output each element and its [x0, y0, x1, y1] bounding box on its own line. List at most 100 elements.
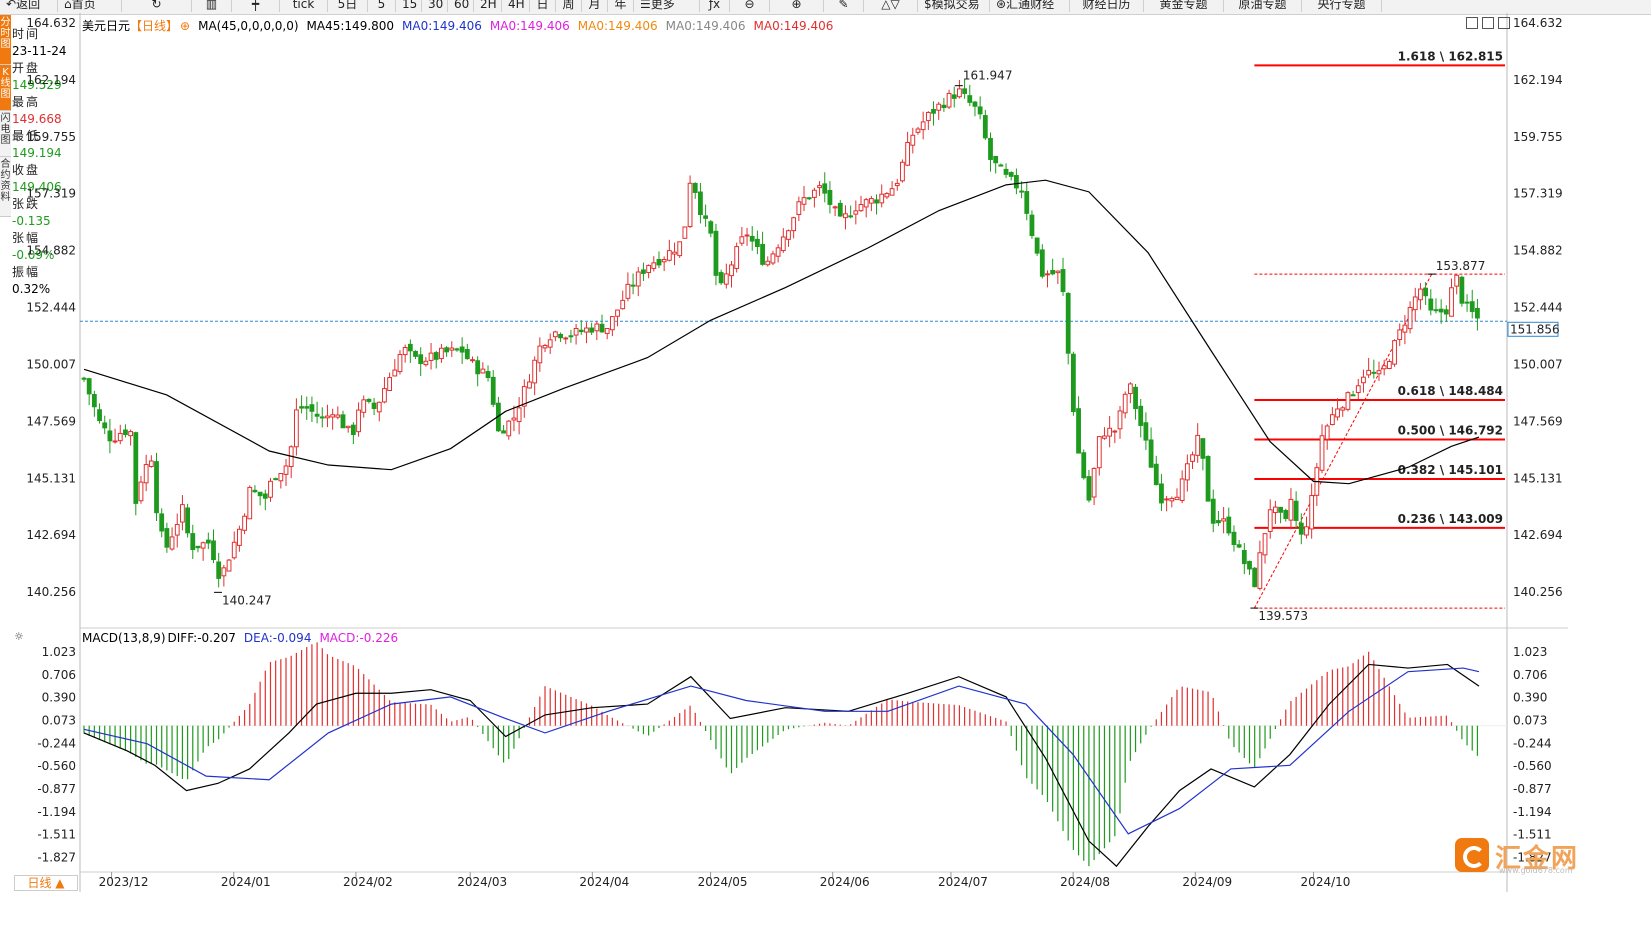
candle-up: [1381, 365, 1387, 370]
candle-up: [1329, 414, 1335, 426]
candle-up: [345, 425, 351, 429]
candle-down: [703, 215, 709, 219]
cb-topic-button[interactable]: 央行专题: [1302, 0, 1382, 12]
candle-down: [211, 540, 216, 561]
candle-down: [1464, 301, 1470, 304]
open-value: 149.529: [12, 78, 62, 92]
period-select-button[interactable]: 日线 ▲: [14, 875, 78, 891]
dea-value: DEA:-0.094: [243, 631, 312, 645]
back-icon: ↶: [6, 0, 17, 11]
candle-up: [563, 337, 569, 340]
candle-up: [811, 189, 817, 198]
candle-up: [920, 121, 926, 131]
chart-type-button[interactable]: ▥: [192, 0, 232, 12]
candle-up: [527, 381, 532, 389]
x-axis-label: 2024/08: [1060, 875, 1110, 889]
period-day[interactable]: 日: [530, 0, 556, 12]
period-week[interactable]: 周: [556, 0, 582, 12]
oil-topic-button[interactable]: 原油专题: [1224, 0, 1302, 12]
period-month[interactable]: 月: [582, 0, 608, 12]
close-icon[interactable]: [1498, 17, 1510, 29]
candle-up: [915, 128, 921, 133]
candle-up: [542, 344, 548, 349]
settings-icon[interactable]: ⊕: [180, 19, 191, 33]
period-30m[interactable]: 30: [422, 0, 448, 12]
candle-down: [133, 432, 139, 504]
candle-down: [1241, 549, 1247, 565]
period-5m[interactable]: 5: [368, 0, 396, 12]
price-tick-right: 154.882: [1513, 244, 1563, 258]
more-button[interactable]: ☰更多: [634, 0, 700, 12]
candle-down: [755, 238, 760, 247]
period-15m[interactable]: 15: [396, 0, 422, 12]
calendar-button[interactable]: 财经日历: [1070, 0, 1144, 12]
period-5day[interactable]: 5日: [328, 0, 368, 12]
candle-down: [216, 561, 222, 579]
candle-up: [770, 253, 776, 264]
logo-name: 汇金网: [1495, 844, 1580, 874]
candle-up: [169, 536, 175, 550]
tab-timeshare[interactable]: 分时图: [0, 15, 11, 65]
draw-button[interactable]: ✎: [824, 0, 864, 12]
candle-down: [972, 101, 978, 107]
formula-button[interactable]: ƒx: [700, 0, 730, 12]
tab-contract[interactable]: 合约资料: [0, 157, 11, 217]
candle-up: [817, 185, 822, 189]
zoom-out-button[interactable]: ⊖: [730, 0, 770, 12]
candle-up: [723, 273, 729, 285]
price-tick-right: 162.194: [1513, 73, 1563, 87]
layout-icon[interactable]: [1466, 17, 1478, 29]
candle-down: [459, 346, 465, 353]
refresh-button[interactable]: ↻: [122, 0, 192, 12]
x-axis-label: 2024/02: [343, 875, 393, 889]
ma0-value-3: MA0:149.406: [577, 19, 658, 33]
candle-down: [599, 323, 605, 333]
candle-down: [299, 406, 304, 409]
period-60m[interactable]: 60: [448, 0, 474, 12]
zoom-in-button[interactable]: ⊕: [770, 0, 824, 12]
period-year[interactable]: 年: [608, 0, 634, 12]
back-button[interactable]: ↶返回: [0, 0, 58, 12]
period-2h[interactable]: 2H: [474, 0, 502, 12]
candle-down: [692, 182, 698, 193]
restore-icon[interactable]: [1482, 17, 1494, 29]
tab-kline[interactable]: K线图: [0, 65, 11, 111]
gold-topic-button[interactable]: 黄金专题: [1144, 0, 1224, 12]
candle-up: [293, 409, 299, 448]
price-tick-right: 159.755: [1513, 130, 1563, 144]
candle-up: [516, 407, 522, 423]
candle-down: [91, 394, 97, 408]
candle-down: [874, 199, 879, 204]
price-tick-left: 159.755: [26, 130, 76, 144]
candle-down: [806, 197, 812, 200]
fib-label: 0.618 \ 148.484: [1398, 384, 1503, 398]
x-axis-label: 2024/01: [221, 875, 271, 889]
candle-down: [822, 183, 828, 194]
candle-up: [1117, 410, 1123, 430]
home-button[interactable]: ⌂首页: [58, 0, 122, 12]
candle-down: [760, 243, 765, 265]
menu-icon: ☰: [640, 0, 651, 11]
candle-up: [143, 464, 149, 484]
candle-down: [1060, 269, 1066, 292]
candle-up: [1262, 533, 1268, 556]
indicator-settings-icon[interactable]: ☼: [14, 630, 24, 643]
macd-histogram: [83, 642, 1479, 867]
period-4h[interactable]: 4H: [502, 0, 530, 12]
candle-type-button[interactable]: ┿: [232, 0, 280, 12]
candle-up: [775, 247, 781, 257]
price-tick-left: 147.569: [26, 414, 76, 428]
candle-up: [1184, 463, 1190, 481]
candle-down: [102, 422, 108, 429]
x-axis-label: 2023/12: [99, 875, 149, 889]
huitong-button[interactable]: ⊛汇通财经: [990, 0, 1070, 12]
bar-chart-icon: ▥: [205, 0, 218, 11]
tab-flash[interactable]: 闪电图: [0, 111, 11, 157]
period-tick[interactable]: tick: [280, 0, 328, 12]
sim-trade-button[interactable]: $模拟交易: [918, 0, 990, 12]
shape-button[interactable]: △▽: [864, 0, 918, 12]
last-price-label: 151.856: [1510, 322, 1560, 336]
candle-down: [195, 545, 201, 549]
candle-up: [863, 199, 869, 208]
